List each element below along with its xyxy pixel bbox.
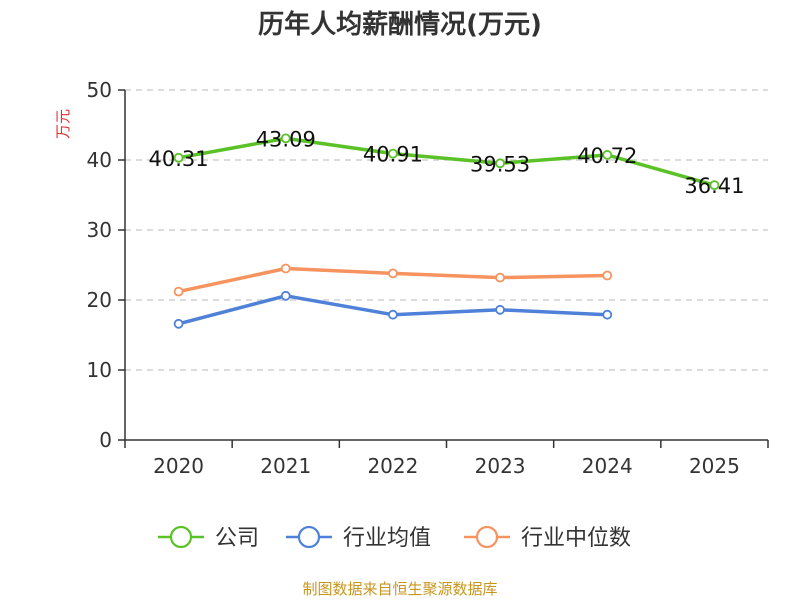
data-point xyxy=(495,272,505,283)
legend-marker xyxy=(475,525,499,549)
legend-label: 行业中位数 xyxy=(521,526,631,551)
data-point xyxy=(173,318,184,329)
y-tick-label: 50 xyxy=(87,78,112,102)
x-tick-label: 2022 xyxy=(367,454,418,478)
x-tick-label: 2021 xyxy=(260,454,311,478)
legend-label: 公司 xyxy=(215,526,259,551)
data-label: 40.31 xyxy=(149,147,209,171)
data-point xyxy=(602,150,613,160)
y-tick-label: 30 xyxy=(87,218,112,242)
chart-title: 历年人均薪酬情况(万元) xyxy=(258,9,542,40)
legend-marker xyxy=(297,525,321,549)
series-line-0 xyxy=(176,136,717,187)
data-point xyxy=(709,180,720,191)
data-point xyxy=(280,290,291,301)
legend-marker xyxy=(169,525,193,549)
data-point xyxy=(602,270,613,281)
data-point xyxy=(388,148,398,159)
x-tick-label: 2020 xyxy=(153,454,204,478)
data-point xyxy=(388,268,398,279)
data-point xyxy=(173,286,184,297)
x-tick-label: 2025 xyxy=(689,454,740,478)
y-tick-label: 20 xyxy=(87,288,112,312)
data-label: 43.09 xyxy=(256,127,316,151)
y-tick-label: 10 xyxy=(87,358,112,382)
y-tick-label: 0 xyxy=(99,428,112,452)
series-layer: 40.31 43.09 40.91 39.53 40.72 36.41 xyxy=(149,127,744,329)
data-point xyxy=(280,263,291,274)
y-axis-label: 万元 xyxy=(54,109,72,139)
data-point xyxy=(280,133,291,144)
y-tick-label: 40 xyxy=(87,148,112,172)
data-label: 39.53 xyxy=(470,152,530,176)
legend: 公司 行业均值 行业中位数 xyxy=(158,525,631,551)
data-point xyxy=(495,304,505,315)
data-point xyxy=(173,152,184,163)
data-label: 40.91 xyxy=(363,143,423,167)
data-label: 36.41 xyxy=(684,174,744,198)
data-point xyxy=(495,158,505,169)
source-note: 制图数据来自恒生聚源数据库 xyxy=(302,580,497,598)
x-tick-label: 2024 xyxy=(582,454,633,478)
data-point xyxy=(388,309,398,320)
axes: 0 10 20 30 40 50 2020 2021 2022 2023 2024 2025 xyxy=(87,78,769,478)
grid xyxy=(125,89,768,371)
data-point xyxy=(602,309,613,320)
x-tick-label: 2023 xyxy=(475,454,526,478)
data-label: 40.72 xyxy=(577,144,637,168)
legend-label: 行业均值 xyxy=(343,526,431,551)
